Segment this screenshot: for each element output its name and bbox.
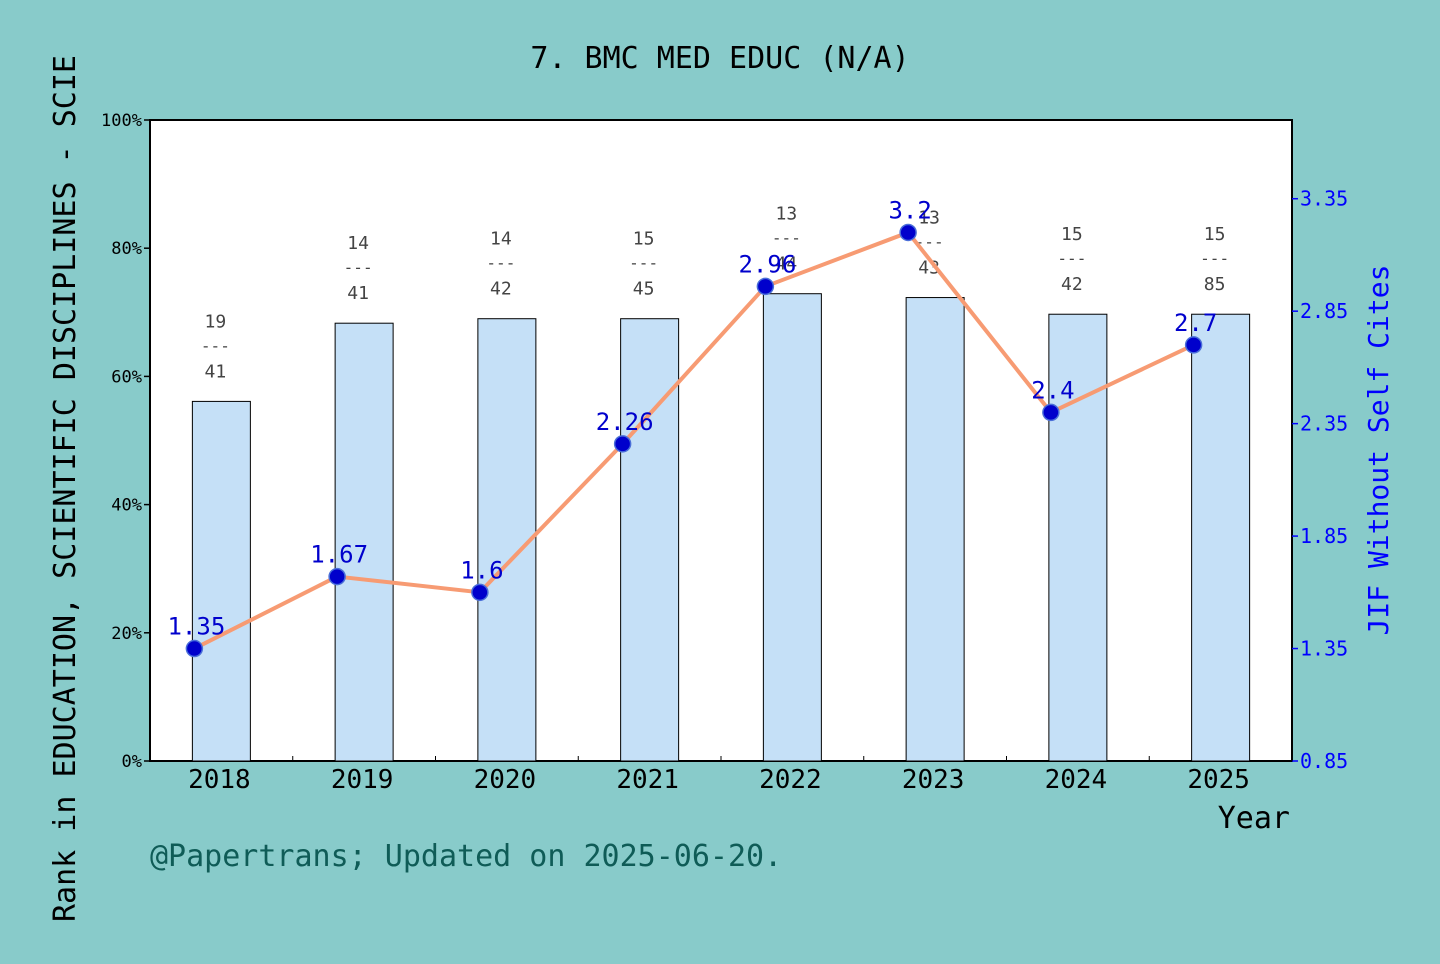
rank-label-2018-sep: --- <box>201 336 230 355</box>
footer-note: @Papertrans; Updated on 2025-06-20. <box>150 839 782 874</box>
rank-label-2023-rank: 13 <box>918 208 940 229</box>
left-tick-label-5: 100% <box>101 111 142 131</box>
left-axis: 0% 20% 40% 60% 80% 100% <box>101 111 150 772</box>
jif-point-2024 <box>1042 403 1060 422</box>
jif-point-2019 <box>328 567 346 586</box>
bars-layer <box>191 293 1251 762</box>
rank-label-2024-sep: --- <box>1057 249 1086 268</box>
jif-value-label-2025: 2.7 <box>1174 309 1217 337</box>
rank-label-2019-total: 41 <box>347 283 369 304</box>
rank-label-2024-rank: 15 <box>1061 224 1083 245</box>
left-tick-label-1: 20% <box>111 624 142 644</box>
jif-point-2020 <box>471 583 489 602</box>
x-tick-label-2020: 2020 <box>474 765 537 795</box>
rank-label-2021-rank: 15 <box>633 229 655 250</box>
rank-label-2020-total: 42 <box>490 279 512 300</box>
bar-2025 <box>1191 313 1251 762</box>
rank-label-2019-sep: --- <box>344 258 373 277</box>
right-tick-label-4: 2.85 <box>1300 299 1348 323</box>
left-tick-label-2: 40% <box>111 496 142 516</box>
jif-value-label-2022: 2.96 <box>738 250 796 278</box>
plot-area <box>149 119 1293 762</box>
x-axis-label: Year <box>1218 801 1290 836</box>
x-axis: 2018 2019 2020 2021 2022 2023 2024 2025 <box>149 756 1293 795</box>
rank-label-2019-rank: 14 <box>347 233 369 254</box>
x-tick-label-2022: 2022 <box>759 765 822 795</box>
x-tick-label-2025: 2025 <box>1187 765 1250 795</box>
rank-label-2021-total: 45 <box>633 279 655 300</box>
rank-labels-layer: 19 --- 41 14 --- 41 14 --- 42 15 --- 45 13 --- 44 13 ---… <box>201 204 1229 383</box>
jif-value-label-2024: 2.4 <box>1031 376 1074 404</box>
jif-line <box>192 230 1196 651</box>
left-tick-label-3: 60% <box>111 367 142 387</box>
rank-label-2022-sep: --- <box>772 229 801 248</box>
jif-point-2025 <box>1184 336 1203 354</box>
x-tick-label-2023: 2023 <box>902 765 965 795</box>
rank-label-2022-rank: 13 <box>776 204 798 225</box>
rank-label-2021-sep: --- <box>629 254 658 273</box>
jif-point-2021 <box>613 435 632 453</box>
right-tick-label-5: 3.35 <box>1300 187 1348 211</box>
rank-label-2020-sep: --- <box>486 254 515 273</box>
rank-label-2018-rank: 19 <box>205 311 227 332</box>
jif-value-label-2019: 1.67 <box>310 541 368 569</box>
jif-value-label-2020: 1.6 <box>460 556 503 584</box>
chart-title: 7. BMC MED EDUC (N/A) <box>530 41 909 76</box>
right-tick-label-2: 1.85 <box>1300 524 1348 548</box>
jif-value-label-2018: 1.35 <box>167 613 225 641</box>
rank-label-2025-rank: 15 <box>1204 224 1226 245</box>
bar-2021 <box>620 318 680 762</box>
x-tick-label-2024: 2024 <box>1045 765 1108 795</box>
jif-value-label-2021: 2.26 <box>596 408 654 436</box>
rank-label-2022-total: 44 <box>776 254 798 275</box>
left-tick-label-0: 0% <box>122 752 142 772</box>
right-tick-label-3: 2.35 <box>1300 412 1348 436</box>
jif-value-label-2023: 3.2 <box>888 196 931 224</box>
rank-label-2018-total: 41 <box>205 361 227 382</box>
right-axis: 0.85 1.35 1.85 2.35 2.85 3.35 <box>1292 187 1348 773</box>
rank-label-2025-sep: --- <box>1200 249 1229 268</box>
rank-label-2020-rank: 14 <box>490 229 512 250</box>
rank-label-2024-total: 42 <box>1061 274 1083 295</box>
bar-2023 <box>905 297 965 762</box>
bar-2022 <box>762 293 822 762</box>
right-tick-label-0: 0.85 <box>1300 749 1348 773</box>
left-tick-label-4: 80% <box>111 239 142 259</box>
line-layer: 1.35 1.67 1.6 2.26 2.96 3.2 2.4 2.7 <box>167 196 1217 658</box>
x-tick-label-2019: 2019 <box>331 765 394 795</box>
right-axis-label: JIF Without Self Cites <box>1362 265 1395 636</box>
right-tick-label-1: 1.35 <box>1300 637 1348 661</box>
rank-label-2025-total: 85 <box>1204 274 1226 295</box>
x-tick-label-2018: 2018 <box>188 765 251 795</box>
jif-point-2023 <box>899 223 917 242</box>
x-tick-label-2021: 2021 <box>616 765 679 795</box>
jif-point-2018 <box>185 639 204 658</box>
bar-2019 <box>334 322 394 762</box>
jif-point-2022 <box>756 277 775 296</box>
bar-2020 <box>477 318 537 762</box>
bar-2018 <box>191 400 251 762</box>
left-axis-label: Rank in EDUCATION, SCIENTIFIC DISCIPLINE… <box>48 55 83 922</box>
